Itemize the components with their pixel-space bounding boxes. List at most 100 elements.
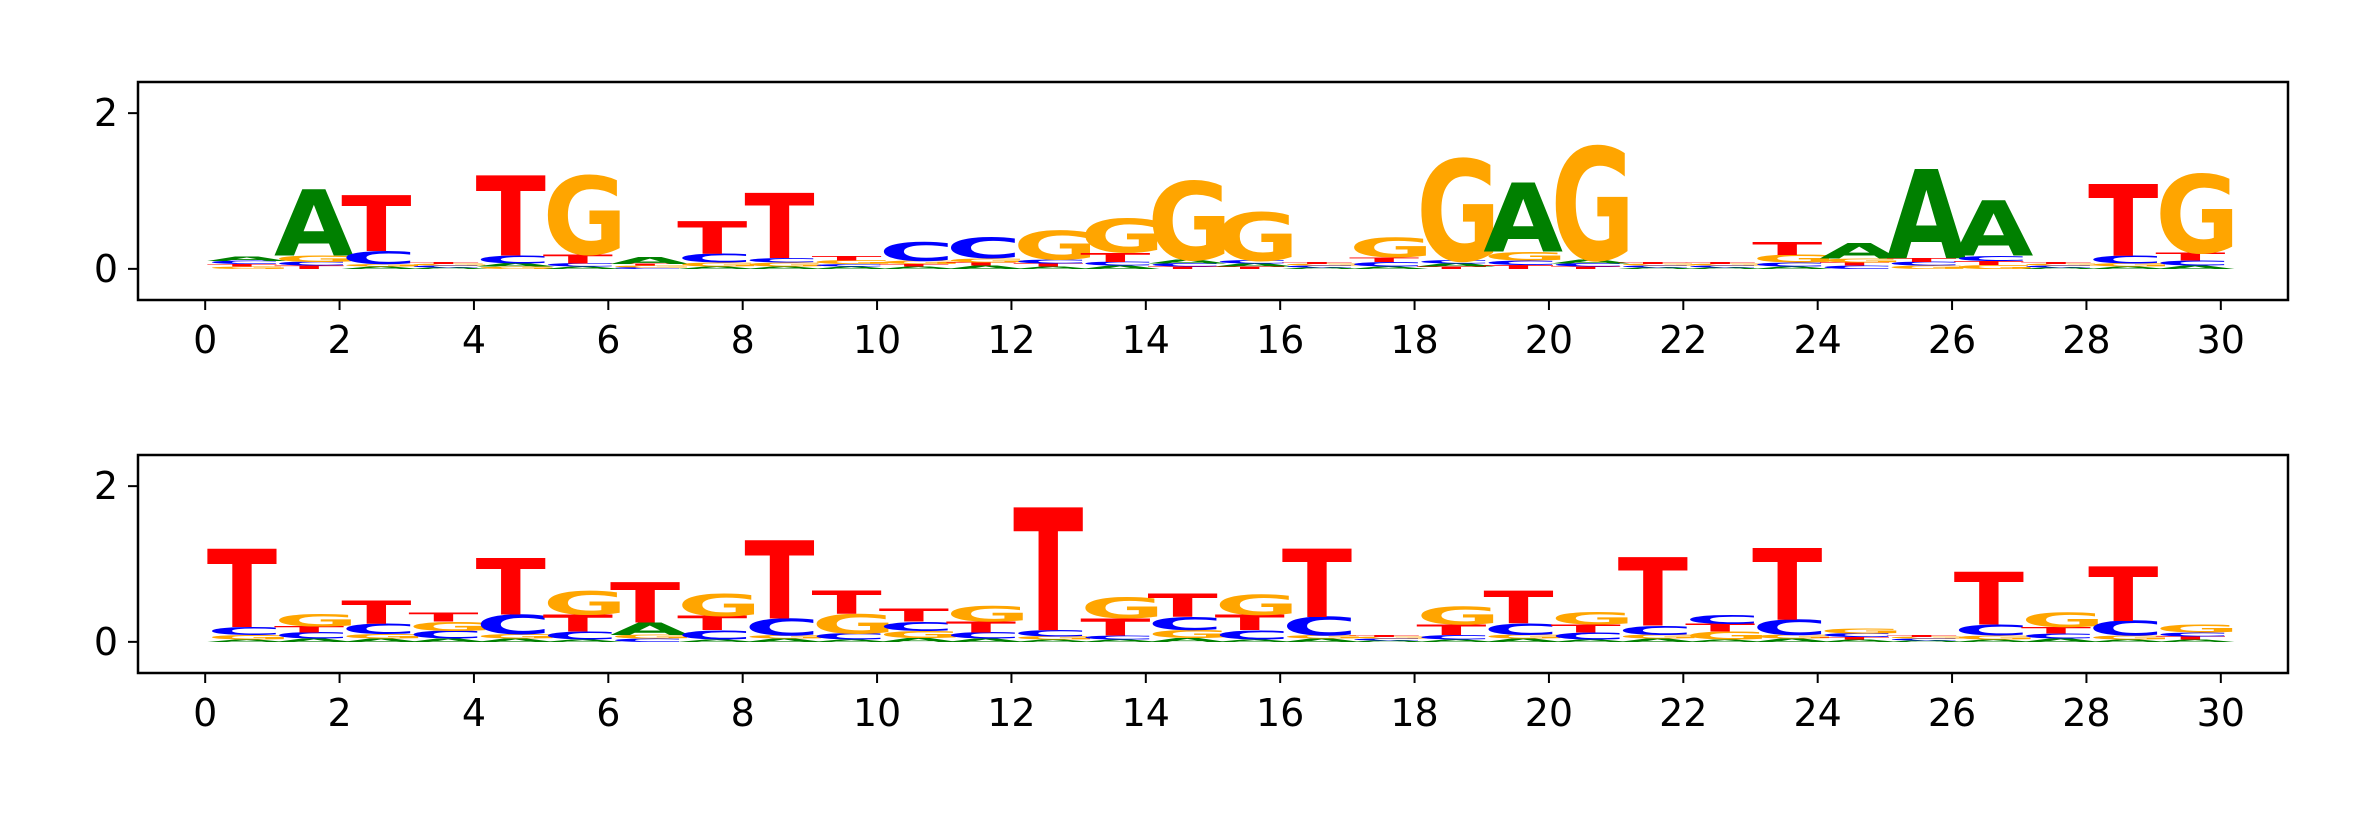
- logo-letter-A: A: [946, 638, 1027, 643]
- logo-letter-A: A: [1349, 266, 1430, 270]
- logo-letter-G: G: [1349, 637, 1434, 639]
- logo-letter-C: C: [1752, 262, 1828, 268]
- x-tick-label: 26: [1928, 318, 1976, 362]
- logo-letter-T: T: [2021, 262, 2092, 264]
- logo-letter-A: A: [1887, 640, 1967, 642]
- logo-panel-top: GTCATCGAAGCTACGTGACTACTGCGTAAGCTAGCTACGT…: [94, 80, 2290, 362]
- x-tick-label: 0: [193, 691, 217, 735]
- logo-letter-G: G: [677, 589, 761, 624]
- logo-letter-G: G: [1618, 634, 1702, 640]
- logo-letter-A: A: [1080, 639, 1161, 643]
- logo-letter-G: G: [1551, 116, 1636, 296]
- logo-letter-C: C: [1551, 631, 1627, 642]
- logo-letter-A: A: [274, 172, 354, 278]
- logo-letter-A: A: [1618, 267, 1698, 269]
- logo-letter-C: C: [2021, 265, 2097, 267]
- logo-letter-G: G: [2021, 609, 2106, 631]
- logo-letter-G: G: [677, 262, 761, 268]
- logo-letter-T: T: [1080, 614, 1150, 641]
- logo-letter-T: T: [1954, 260, 2025, 266]
- logo-letter-G: G: [879, 260, 963, 265]
- logo-letter-A: A: [1416, 639, 1497, 643]
- logo-letter-G: G: [1551, 609, 1635, 629]
- logo-letter-T: T: [1685, 622, 1755, 634]
- logo-letter-G: G: [207, 634, 291, 641]
- logo-letter-T: T: [408, 610, 478, 625]
- logo-letter-A: A: [408, 638, 489, 643]
- logo-letter-A: A: [1215, 639, 1296, 643]
- logo-letter-A: A: [946, 265, 1027, 270]
- x-tick-label: 22: [1659, 318, 1707, 362]
- logo-letter-G: G: [1752, 634, 1836, 640]
- x-tick-label: 18: [1390, 318, 1438, 362]
- logo-letter-C: C: [946, 232, 1022, 266]
- logo-letter-T: T: [341, 594, 411, 631]
- logo-letter-A: A: [1349, 640, 1429, 642]
- logo-letter-T: T: [1013, 263, 1084, 268]
- logo-letter-A: A: [1483, 638, 1564, 643]
- logo-letter-T: T: [1618, 262, 1689, 264]
- logo-letter-A: A: [1819, 239, 1899, 264]
- logo-letter-G: G: [207, 266, 292, 270]
- logo-letter-A: A: [1215, 263, 1296, 268]
- logo-letter-G: G: [1416, 602, 1500, 631]
- logo-letter-G: G: [1215, 589, 1299, 621]
- logo-letter-A: A: [1013, 639, 1094, 643]
- x-tick-label: 14: [1122, 318, 1170, 362]
- logo-letter-T: T: [1483, 581, 1553, 633]
- logo-letter-A: A: [744, 638, 825, 643]
- logo-letter-T: T: [1282, 262, 1353, 264]
- logo-letter-A: A: [1282, 638, 1363, 643]
- logo-letter-A: A: [341, 266, 422, 270]
- logo-letter-T: T: [744, 174, 814, 279]
- x-tick-label: 22: [1659, 691, 1707, 735]
- logo-letter-C: C: [2021, 632, 2097, 641]
- logo-letter-A: A: [744, 266, 825, 270]
- logo-letter-T: T: [879, 605, 950, 626]
- logo-letter-T: T: [1887, 635, 1958, 637]
- logo-letter-G: G: [1147, 161, 1231, 285]
- logo-letter-G: G: [1685, 264, 1770, 266]
- logo-letter-A: A: [1685, 267, 1765, 269]
- x-tick-label: 6: [596, 318, 620, 362]
- logo-letter-C: C: [1416, 259, 1492, 264]
- logo-letter-T: T: [1147, 587, 1217, 624]
- logo-letter-A: A: [610, 255, 690, 266]
- logo-letter-T: T: [408, 262, 479, 264]
- logo-letter-C: C: [879, 619, 955, 634]
- logo-letter-C: C: [1954, 254, 2030, 263]
- logo-letter-G: G: [879, 629, 964, 640]
- logo-letter-G: G: [1685, 630, 1769, 642]
- x-tick-label: 12: [987, 691, 1035, 735]
- logo-letter-C: C: [408, 265, 484, 267]
- logo-letter-A: A: [677, 266, 758, 270]
- logo-letter-G: G: [812, 608, 896, 639]
- logo-letter-G: G: [1954, 635, 2038, 641]
- logo-letter-C: C: [1013, 629, 1089, 639]
- logo-letter-T: T: [1349, 635, 1420, 637]
- logo-letter-A: A: [1483, 164, 1563, 274]
- logo-letter-A: A: [543, 266, 624, 270]
- logo-letter-T: T: [543, 610, 613, 637]
- logo-letter-G: G: [476, 266, 561, 270]
- logo-letter-A: A: [2021, 638, 2102, 643]
- x-tick-label: 10: [853, 318, 901, 362]
- logo-letter-G: G: [610, 634, 694, 640]
